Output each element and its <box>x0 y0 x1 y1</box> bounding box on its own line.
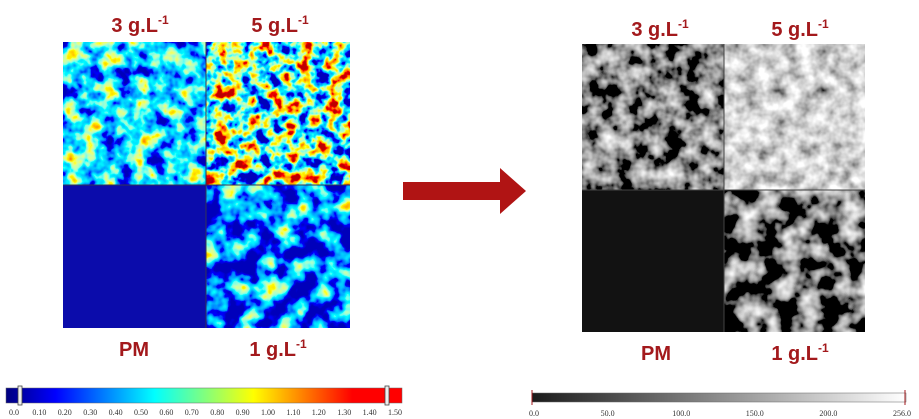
map-5gl <box>206 42 350 185</box>
colorbar-tick-label: 50.0 <box>601 409 615 418</box>
label-superscript: -1 <box>818 341 829 355</box>
colorbar-tick-label: 1.50 <box>388 408 402 417</box>
colorbar-tick-label: 100.0 <box>672 409 690 418</box>
label-text: 1 g.L <box>771 343 818 365</box>
colorbar-tick-label: 1.00 <box>261 408 275 417</box>
panel-label: 1 g.L-1 <box>771 341 829 365</box>
colorbar-tick-label: 0.0 <box>529 409 539 418</box>
panel-label: 3 g.L-1 <box>631 17 689 41</box>
colorbar <box>531 392 907 403</box>
panel-label: 1 g.L-1 <box>249 337 307 361</box>
map-pm <box>582 190 724 332</box>
label-text: 1 g.L <box>249 339 296 361</box>
panel-label: 3 g.L-1 <box>111 13 169 37</box>
colorbar-tick-label: 1.10 <box>286 408 300 417</box>
colorbar-tick-label: 1.30 <box>337 408 351 417</box>
map-5gl <box>724 44 865 190</box>
colorbar-tick-label: 0.10 <box>32 408 46 417</box>
map-1gl <box>724 190 865 332</box>
label-text: PM <box>119 339 149 361</box>
label-superscript: -1 <box>298 13 309 27</box>
colorbar-tick-label: 0.20 <box>58 408 72 417</box>
label-text: PM <box>641 343 671 365</box>
label-superscript: -1 <box>158 13 169 27</box>
panel-label: PM <box>641 343 671 365</box>
panel-label: PM <box>119 339 149 361</box>
panel-label: 5 g.L-1 <box>771 17 829 41</box>
label-superscript: -1 <box>678 17 689 31</box>
colorbar-tick-label: 0.40 <box>109 408 123 417</box>
map-1gl <box>206 185 350 328</box>
map-pm <box>63 185 206 328</box>
labels: 3 g.L-1 5 g.L-1PM 1 g.L-13 g.L-1 5 g.L-1PM 1… <box>9 13 911 418</box>
panel-label: 5 g.L-1 <box>251 13 309 37</box>
label-text: 5 g.L <box>251 15 298 37</box>
colorbar-tick-label: 0.60 <box>159 408 173 417</box>
label-text: 5 g.L <box>771 19 818 41</box>
colorbar-tick-label: 0.80 <box>210 408 224 417</box>
heatmap-gray <box>582 44 865 332</box>
colorbar-tick-label: 0.0 <box>9 408 19 417</box>
colorbar-tick-label: 0.90 <box>236 408 250 417</box>
range-handle[interactable] <box>17 385 23 406</box>
colorbar-tick-label: 0.30 <box>83 408 97 417</box>
colorbar-tick-label: 256.0 <box>893 409 911 418</box>
colorbar-tick-label: 0.70 <box>185 408 199 417</box>
label-superscript: -1 <box>296 337 307 351</box>
heatmap-color <box>63 42 350 328</box>
arrow <box>403 168 526 214</box>
range-handle[interactable] <box>384 385 390 406</box>
map-3gl <box>63 42 206 185</box>
map-3gl <box>582 44 724 190</box>
colorbar-tick-label: 1.20 <box>312 408 326 417</box>
label-text: 3 g.L <box>111 15 158 37</box>
label-text: 3 g.L <box>631 19 678 41</box>
label-superscript: -1 <box>818 17 829 31</box>
colorbar-tick-label: 150.0 <box>746 409 764 418</box>
colorbar-tick-label: 0.50 <box>134 408 148 417</box>
colorbar-tick-label: 1.40 <box>363 408 377 417</box>
colorbar <box>5 387 403 404</box>
colorbar-tick-label: 200.0 <box>819 409 837 418</box>
